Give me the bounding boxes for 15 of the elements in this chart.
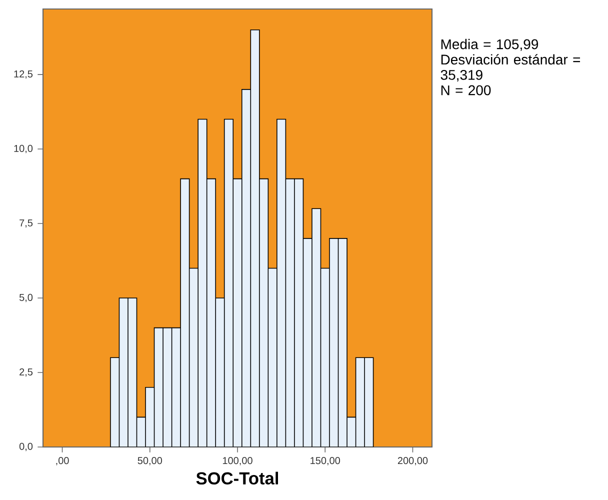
x-tick-label: 100,00: [222, 457, 252, 466]
x-tick-label: 50,00: [138, 457, 162, 466]
y-tick-label: 0,0: [19, 442, 33, 452]
y-tick-label: 12,5: [14, 70, 33, 79]
x-tick-label: 200,00: [398, 457, 428, 466]
x-tick-label: 150,00: [310, 457, 340, 466]
text: N = 200: [441, 85, 491, 96]
x-axis-title: SOC-Total: [196, 472, 278, 485]
y-tick-label: 10,0: [14, 144, 33, 154]
x-tick-label: ,00: [56, 457, 69, 466]
text: Media = 105,99: [441, 38, 538, 51]
y-tick-label: 5,0: [19, 294, 33, 302]
text: Desviación estándar = 35,319: [440, 54, 580, 82]
y-tick-label: 7,5: [20, 219, 33, 228]
y-tick-label: 2,5: [20, 368, 33, 377]
